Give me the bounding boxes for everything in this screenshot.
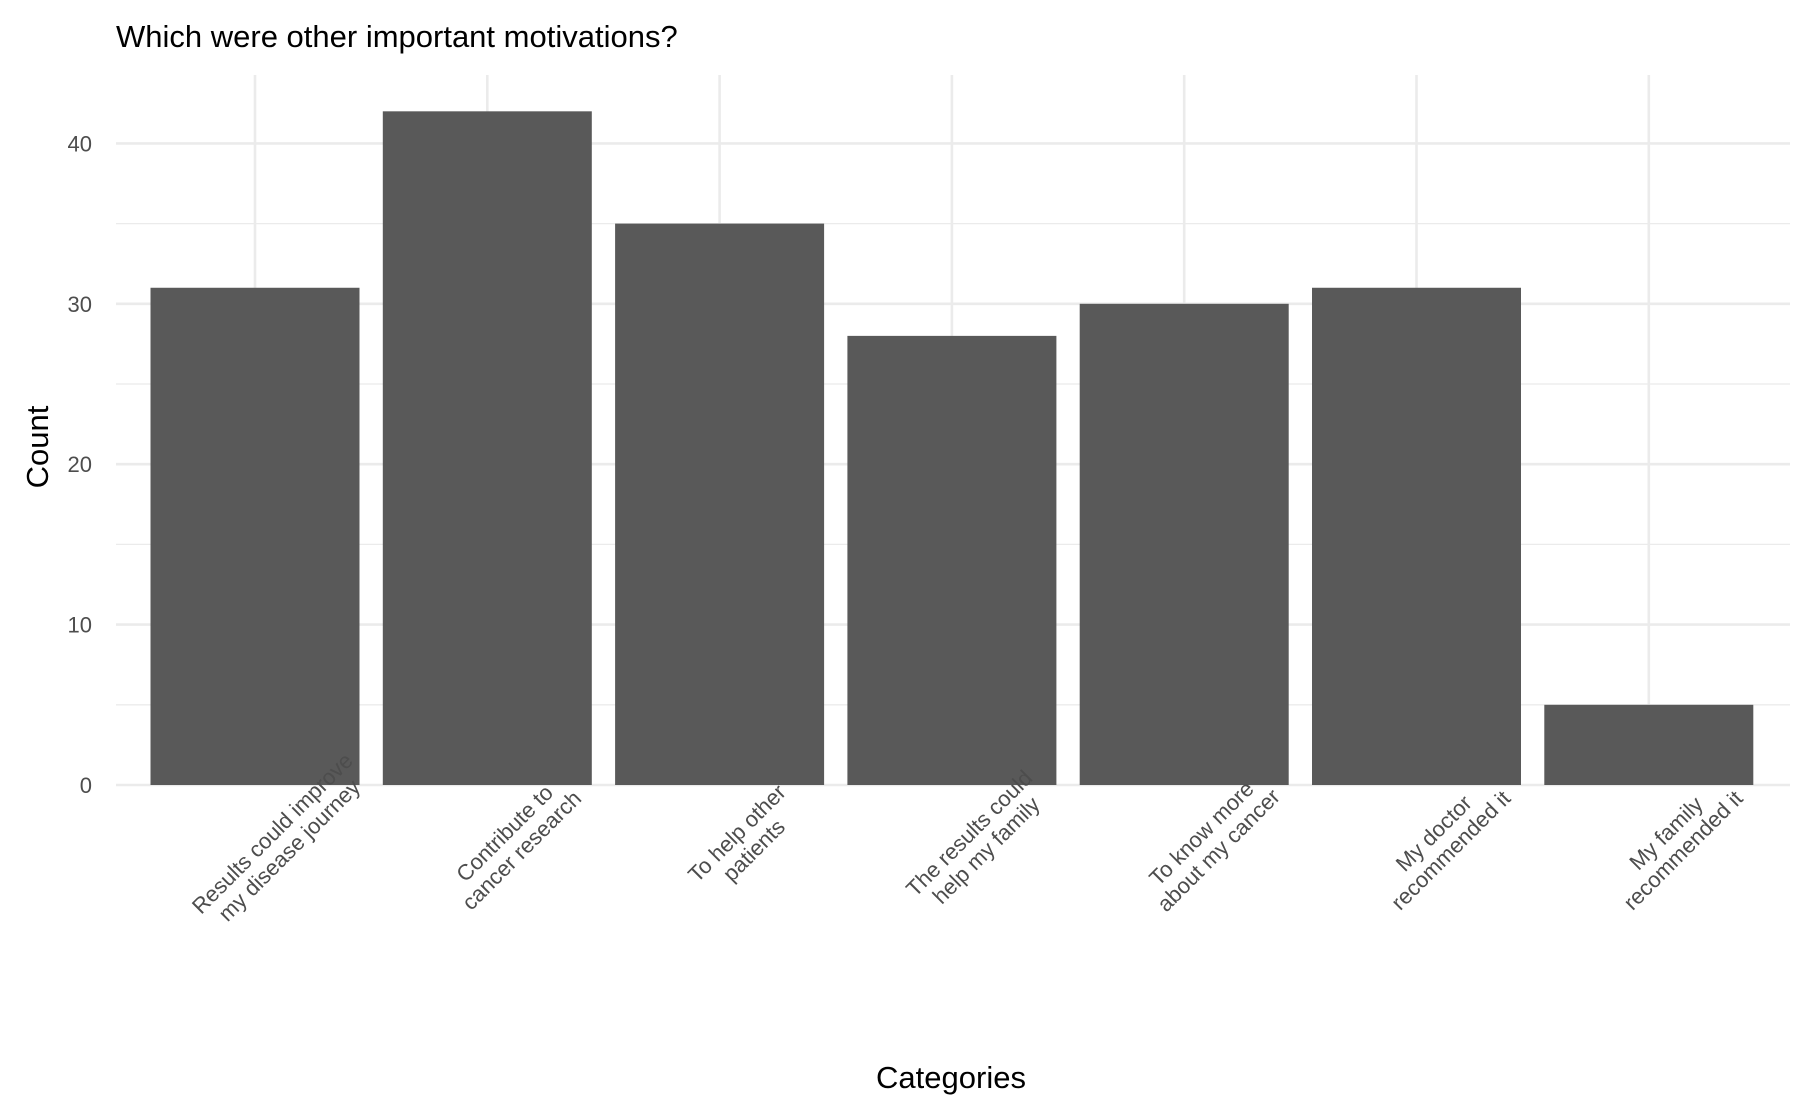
- x-tick-label-text: My doctorrecommended it: [1369, 769, 1515, 915]
- y-tick-label: 0: [80, 773, 92, 798]
- bar: [382, 111, 592, 785]
- y-tick-label: 40: [68, 131, 92, 156]
- x-tick-label-text: My familyrecommended it: [1601, 769, 1747, 915]
- x-tick-label: My familyrecommended it: [1601, 769, 1747, 915]
- bar: [1544, 704, 1754, 785]
- bar: [847, 335, 1057, 785]
- chart-title: Which were other important motivations?: [116, 19, 678, 54]
- x-tick-label-text: To know moreabout my cancer: [1135, 767, 1285, 917]
- x-tick-label: To know moreabout my cancer: [1135, 767, 1285, 917]
- x-axis-title: Categories: [876, 1060, 1026, 1095]
- y-tick-label: 30: [68, 292, 92, 317]
- x-tick-label: The results couldhelp my family: [901, 765, 1054, 918]
- x-tick-label: To help otherpatients: [683, 779, 808, 904]
- bar: [150, 287, 360, 785]
- x-tick-label-text: Contribute tocancer research: [440, 769, 586, 915]
- x-tick-label-line: my disease journey: [213, 774, 365, 926]
- x-tick-label: My doctorrecommended it: [1369, 769, 1515, 915]
- y-tick-label: 20: [68, 452, 92, 477]
- y-axis-title: Count: [20, 405, 55, 488]
- bar: [1312, 287, 1521, 785]
- y-axis-ticks: 0 10 20 30 40: [68, 131, 92, 798]
- bar-layer: [150, 111, 1754, 786]
- y-tick-label: 10: [68, 613, 92, 638]
- bar: [1079, 303, 1289, 785]
- x-tick-label: Contribute tocancer research: [440, 769, 586, 915]
- x-tick-label-text: The results couldhelp my family: [901, 765, 1054, 918]
- x-tick-label-text: To help otherpatients: [683, 779, 808, 904]
- bar: [615, 223, 825, 786]
